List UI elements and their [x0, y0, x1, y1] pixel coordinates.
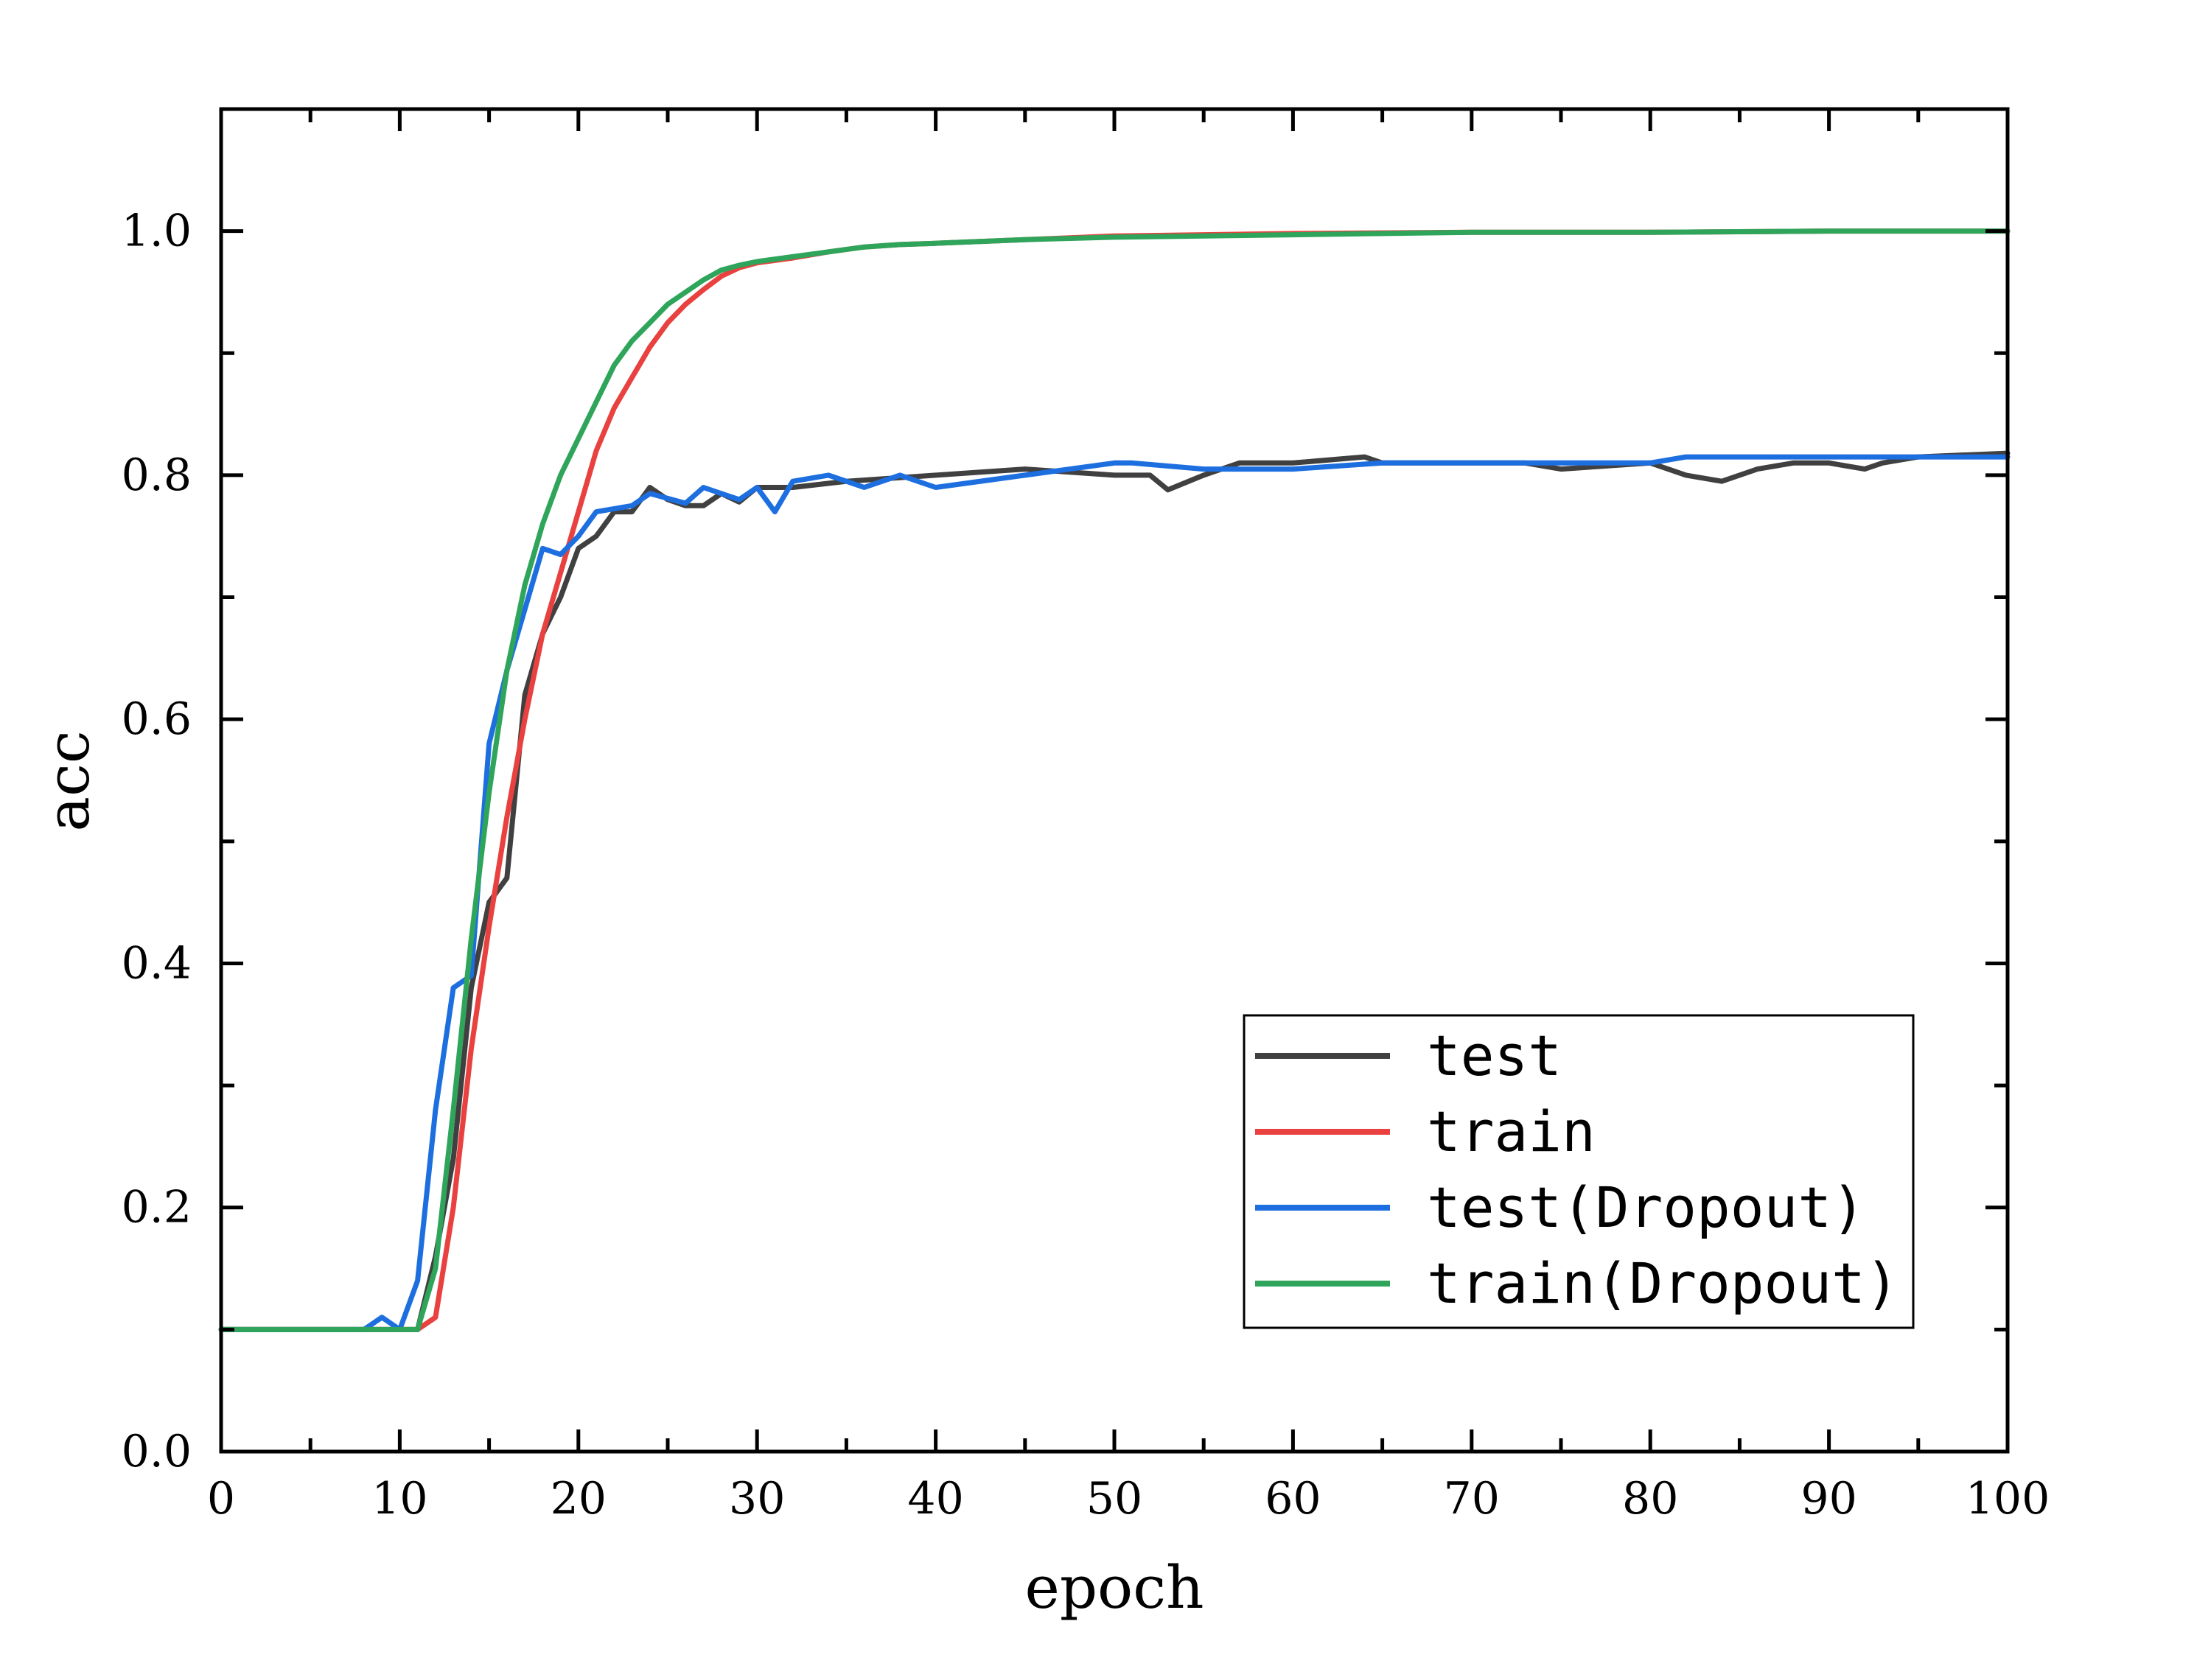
x-tick-label: 80 — [1622, 1473, 1678, 1525]
series-line-0 — [218, 450, 2011, 1332]
legend-box — [1243, 1014, 1915, 1329]
x-tick-label: 70 — [1444, 1473, 1500, 1525]
y-axis-title-group: acc — [34, 730, 102, 831]
series-line-2 — [218, 454, 2011, 1332]
legend: test train test(Dropout) train(Dropout) — [1243, 1014, 1915, 1329]
x-tick-label: 60 — [1265, 1473, 1321, 1525]
y-tick-label: 1.0 — [122, 206, 192, 257]
x-tick-label: 100 — [1966, 1473, 2050, 1525]
y-tick-label: 0.2 — [122, 1182, 192, 1233]
legend-label: test(Dropout) — [1427, 1175, 1865, 1240]
x-tick-label: 40 — [907, 1473, 963, 1525]
y-tick-label: 0.6 — [122, 693, 192, 745]
legend-label: test — [1427, 1023, 1562, 1088]
x-tick-label: 30 — [729, 1473, 785, 1525]
y-tick-label: 0.4 — [122, 937, 192, 989]
x-tick-label: 0 — [207, 1473, 235, 1525]
y-tick-label: 0.0 — [122, 1426, 192, 1477]
y-axis-title: acc — [34, 730, 102, 831]
series-layer — [218, 228, 2011, 1332]
legend-label: train(Dropout) — [1427, 1250, 1899, 1316]
x-tick-label: 20 — [551, 1473, 607, 1525]
legend-label: train — [1427, 1099, 1596, 1164]
ticks-layer: 0 10 20 30 40 50 60 70 80 90 100 0.0 0.2 0.4 0.6 0.8 1.0 — [122, 107, 2050, 1525]
plot-frame — [219, 107, 2010, 1454]
y-tick-label: 0.8 — [122, 449, 192, 501]
x-tick-label: 50 — [1086, 1473, 1142, 1525]
x-tick-label: 10 — [371, 1473, 427, 1525]
x-axis-title: epoch — [1024, 1553, 1204, 1622]
x-tick-label: 90 — [1800, 1473, 1857, 1525]
series-line-3 — [218, 228, 2011, 1332]
